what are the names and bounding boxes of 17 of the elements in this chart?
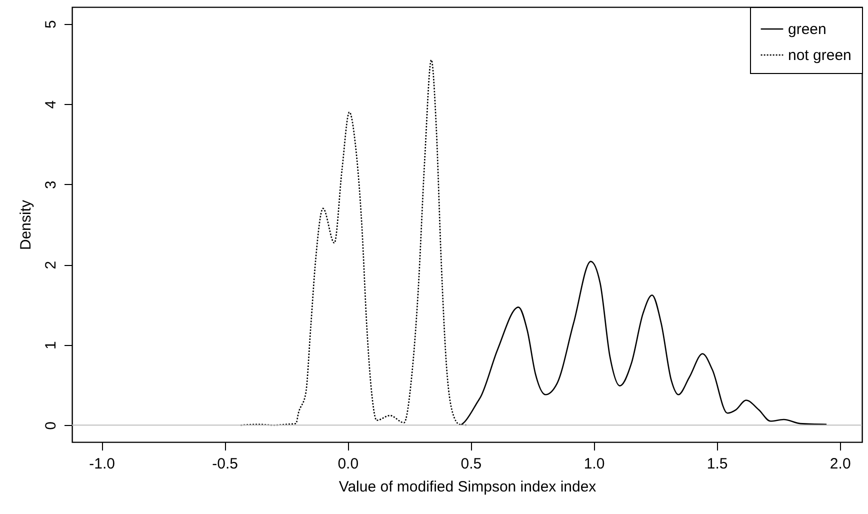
y-tick-label: 0 [42,421,60,430]
legend-label: not green [788,47,852,64]
y-tick-label: 2 [42,260,60,270]
y-tick-label: 5 [42,20,60,29]
x-tick-label: 1.0 [584,456,605,472]
y-axis-title: Density [18,200,34,250]
x-tick-label: 1.5 [706,456,728,472]
x-tick-label: -1.0 [89,456,115,472]
y-tick-label: 4 [42,100,60,109]
x-tick-label: -0.5 [212,456,238,472]
x-axis-title: Value of modified Simpson index index [338,478,597,496]
x-tick-label: 2.0 [830,456,851,472]
x-tick-label: 0.5 [460,456,482,472]
legend-label: green [788,21,826,38]
x-tick-label: 0.0 [338,456,359,472]
y-tick-label: 1 [42,341,60,350]
y-tick-label: 3 [42,180,60,190]
